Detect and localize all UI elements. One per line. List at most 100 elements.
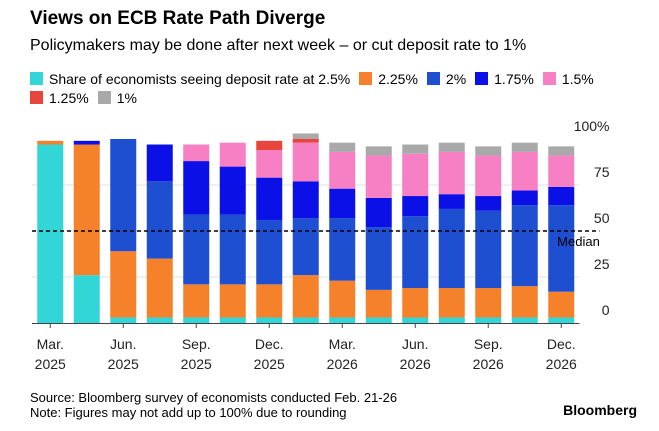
bar-segment	[256, 284, 283, 318]
bar-segment	[183, 214, 210, 285]
bar-segment	[475, 210, 502, 289]
bar-segment	[329, 317, 356, 323]
bar-segment	[146, 144, 173, 182]
bar-segment	[548, 186, 575, 206]
bar-segment	[475, 317, 502, 323]
bar-segment	[110, 317, 137, 323]
bar-segment	[511, 317, 538, 323]
bar-segment	[292, 139, 319, 143]
legend-item: 1.5%	[542, 70, 594, 89]
legend-label: 2.5%	[318, 71, 351, 87]
bar-segment	[402, 144, 429, 154]
bar-segment	[329, 218, 356, 281]
legend-swatch	[426, 72, 440, 85]
bar-segment	[256, 317, 283, 323]
legend-swatch	[359, 72, 373, 85]
bar-segment	[146, 317, 173, 323]
x-tick-label: 2025	[108, 356, 139, 372]
bar-segment	[511, 286, 538, 318]
y-tick-label: 50	[594, 210, 610, 226]
bar-segment	[438, 142, 465, 152]
bar-segment	[183, 317, 210, 323]
y-tick-label: 0	[602, 302, 610, 318]
bar-segment	[219, 142, 246, 167]
footnotes: Source: Bloomberg survey of economists c…	[30, 390, 397, 420]
bar-segment	[37, 140, 64, 145]
legend-label: 1.5%	[561, 71, 594, 87]
chart-subtitle: Policymakers may be done after next week…	[30, 37, 527, 54]
x-tick-label: Sep.	[474, 336, 503, 352]
x-tick-label: Mar.	[37, 336, 64, 352]
bar-segment	[219, 317, 246, 323]
bar-segment	[402, 153, 429, 197]
bar-segment	[548, 317, 575, 323]
bar-segment	[110, 251, 137, 318]
bar-segment	[329, 280, 356, 318]
bar-segment	[292, 218, 319, 276]
bar-segment	[365, 146, 392, 156]
bar-segment	[329, 142, 356, 152]
chart-legend: Share of economists seeing deposit rate …	[30, 70, 620, 108]
bar-segment	[511, 205, 538, 287]
legend-item: 2%	[426, 70, 466, 89]
source-text: Source: Bloomberg survey of economists c…	[30, 390, 398, 405]
x-tick-label: 2026	[400, 356, 431, 372]
bar-segment	[475, 146, 502, 156]
x-tick-label: 2025	[254, 356, 285, 372]
bar-segment	[329, 188, 356, 219]
legend-label: 1.25%	[49, 90, 89, 106]
bar-segment	[146, 181, 173, 259]
bar-segment	[548, 146, 575, 156]
bar-segment	[475, 288, 502, 318]
stacked-bar-chart: 0 25 50 75 100% Mar. 2025 Jun. 2025 Sep. 2025 Dec. 2…	[32, 118, 610, 372]
bar-segment	[256, 140, 283, 151]
bar-segment	[365, 197, 392, 228]
bar-segment	[438, 151, 465, 195]
legend-label: 1.75%	[494, 71, 534, 87]
y-tick-label: 100%	[574, 118, 610, 134]
y-tick-label: 75	[594, 164, 610, 180]
bar-segment	[183, 144, 210, 162]
bar-segment	[475, 155, 502, 197]
bar-segment	[438, 194, 465, 209]
bar-segment	[256, 177, 283, 220]
bar-segment	[438, 208, 465, 289]
x-tick-label: 2026	[327, 356, 358, 372]
x-tick-label: 2026	[546, 356, 577, 372]
bar-segment	[292, 181, 319, 219]
bar-segment	[548, 205, 575, 292]
legend-item: 1.25%	[30, 89, 89, 108]
bar-segment	[37, 144, 64, 323]
x-tick-label: Jun.	[110, 336, 136, 352]
legend-swatch	[475, 72, 489, 85]
bar-segment	[110, 139, 137, 252]
bar-segment	[365, 227, 392, 290]
bar-segment	[219, 166, 246, 215]
bar-segment	[438, 317, 465, 323]
legend-item: 1%	[97, 89, 137, 108]
bar-segment	[73, 275, 100, 323]
bar-segment	[365, 155, 392, 198]
bar-segment	[365, 289, 392, 318]
x-tick-label: Dec.	[255, 336, 284, 352]
bar-segment	[402, 196, 429, 217]
legend-swatch	[30, 72, 43, 85]
bar-segment	[402, 317, 429, 323]
legend-swatch	[30, 91, 43, 104]
bar-segment	[402, 216, 429, 289]
legend-label: 2.25%	[378, 71, 418, 87]
x-tick-label: 2025	[181, 356, 212, 372]
note-text: Note: Figures may not add up to 100% due…	[30, 405, 347, 420]
x-tick-label: 2026	[473, 356, 504, 372]
bar-segment	[548, 291, 575, 318]
bar-segment	[219, 214, 246, 285]
y-tick-label: 25	[594, 256, 610, 272]
bar-segment	[73, 144, 100, 276]
legend-item: 1.75%	[475, 70, 534, 89]
bar-segment	[183, 161, 210, 215]
bar-segment	[292, 275, 319, 318]
bar-segment	[365, 317, 392, 323]
bar-segment	[329, 151, 356, 189]
legend-swatch	[542, 72, 556, 85]
x-tick-label: Mar.	[329, 336, 356, 352]
